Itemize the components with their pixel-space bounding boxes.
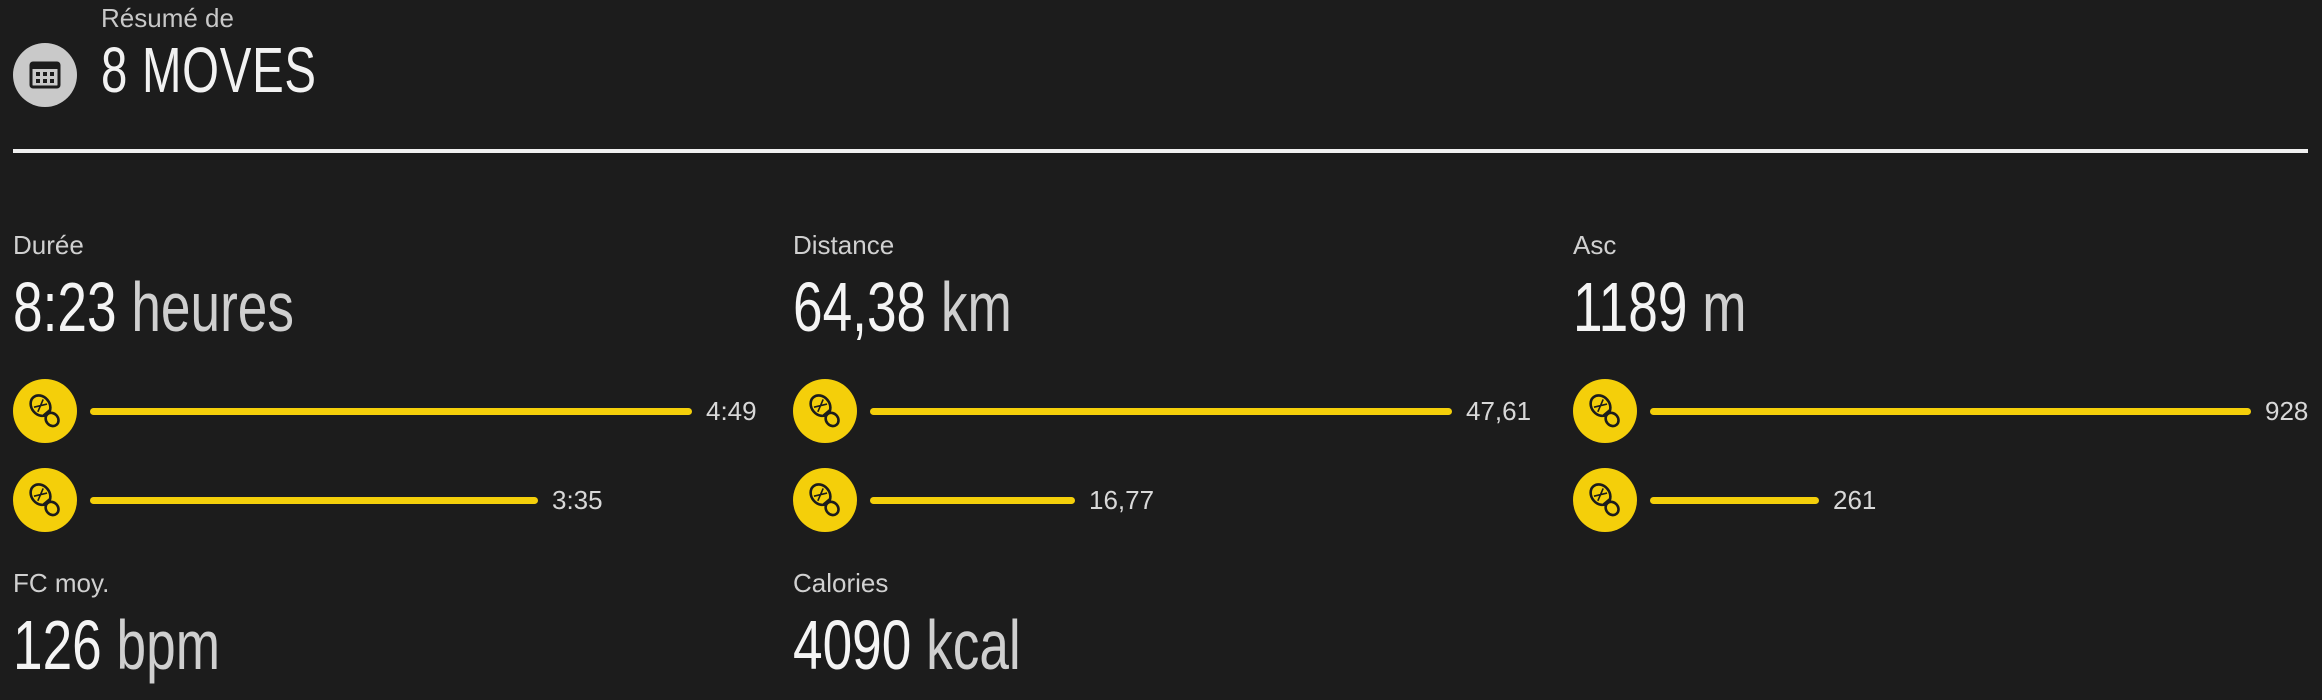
ascent-stat: Asc 1189 m 928 261 xyxy=(1573,229,2322,532)
distance-bar-1-value: 47,61 xyxy=(1466,396,1532,426)
trail-running-shoe-icon xyxy=(793,379,857,443)
distance-bar-2-value: 16,77 xyxy=(1089,485,1155,515)
duration-stat: Durée 8:23 heures 4:49 3:35 xyxy=(13,229,783,532)
heart-rate-stat: FC moy. 126 bpm xyxy=(13,567,783,683)
calendar-icon xyxy=(13,43,77,107)
heart-rate-value: 126 bpm xyxy=(13,607,598,683)
ascent-bar-2 xyxy=(1650,497,1819,504)
trail-running-shoe-icon xyxy=(1573,468,1637,532)
distance-bar-1 xyxy=(870,408,1452,415)
duration-unit: heures xyxy=(131,268,295,346)
calories-number: 4090 xyxy=(793,606,912,684)
summary-title: 8 MOVES xyxy=(101,34,317,106)
calories-value: 4090 kcal xyxy=(793,607,1378,683)
distance-value: 64,38 km xyxy=(793,269,1378,345)
distance-number: 64,38 xyxy=(793,268,927,346)
summary-header: Résumé de 8 MOVES xyxy=(13,0,2308,154)
heart-rate-number: 126 xyxy=(13,606,102,684)
running-shoe-icon xyxy=(13,468,77,532)
ascent-number: 1189 xyxy=(1573,268,1688,346)
calories-unit: kcal xyxy=(926,606,1021,684)
calories-stat: Calories 4090 kcal xyxy=(793,567,1563,683)
trail-running-shoe-icon xyxy=(13,379,77,443)
ascent-bar-2-value: 261 xyxy=(1833,485,1877,515)
duration-bar-1 xyxy=(90,408,692,415)
ascent-unit: m xyxy=(1702,268,1747,346)
ascent-bar-1-value: 928 xyxy=(2265,396,2309,426)
calories-label: Calories xyxy=(793,568,889,598)
duration-label: Durée xyxy=(13,230,84,260)
distance-unit: km xyxy=(940,268,1012,346)
duration-bar-1-value: 4:49 xyxy=(706,396,757,426)
running-shoe-icon xyxy=(793,468,857,532)
summary-subtitle: Résumé de xyxy=(101,3,234,33)
distance-stat: Distance 64,38 km 47,61 16,77 xyxy=(793,229,1563,532)
distance-label: Distance xyxy=(793,230,895,260)
distance-bar-2 xyxy=(870,497,1075,504)
header-divider xyxy=(13,149,2308,153)
duration-bar-2 xyxy=(90,497,538,504)
running-shoe-icon xyxy=(1573,379,1637,443)
ascent-value: 1189 m xyxy=(1573,269,2158,345)
duration-number: 8:23 xyxy=(13,268,117,346)
ascent-label: Asc xyxy=(1573,230,1617,260)
duration-bar-2-value: 3:35 xyxy=(552,485,603,515)
heart-rate-label: FC moy. xyxy=(13,568,110,598)
ascent-bar-1 xyxy=(1650,408,2251,415)
duration-value: 8:23 heures xyxy=(13,269,598,345)
heart-rate-unit: bpm xyxy=(116,606,221,684)
